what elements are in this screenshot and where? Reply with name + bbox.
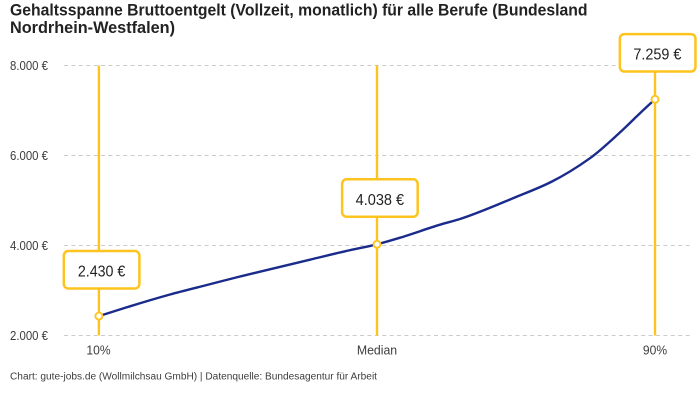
svg-text:Gehaltsspanne Bruttoentgelt (V: Gehaltsspanne Bruttoentgelt (Vollzeit, m…: [10, 2, 588, 20]
svg-text:10%: 10%: [86, 342, 111, 357]
svg-text:Nordrhein-Westfalen): Nordrhein-Westfalen): [10, 19, 175, 37]
svg-text:2.430 €: 2.430 €: [78, 264, 126, 281]
svg-text:2.000 €: 2.000 €: [10, 328, 49, 343]
svg-text:Median: Median: [357, 342, 397, 357]
svg-text:8.000 €: 8.000 €: [10, 58, 49, 73]
svg-text:90%: 90%: [643, 342, 668, 357]
svg-text:4.000 €: 4.000 €: [10, 238, 49, 253]
svg-text:7.259 €: 7.259 €: [633, 47, 681, 64]
svg-text:4.038 €: 4.038 €: [356, 192, 405, 209]
svg-text:Chart: gute-jobs.de (Wollmilch: Chart: gute-jobs.de (Wollmilchsau GmbH) …: [10, 372, 377, 383]
svg-text:6.000 €: 6.000 €: [10, 148, 49, 163]
